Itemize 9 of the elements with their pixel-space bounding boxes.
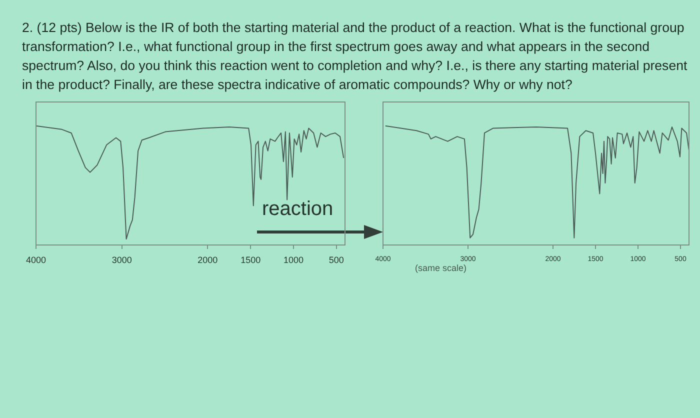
- x-tick-label: 3000: [112, 254, 132, 265]
- x-tick-label: 500: [328, 254, 344, 265]
- x-tick-label: 2000: [198, 254, 218, 265]
- x-tick-label: 1500: [240, 254, 261, 265]
- chart-title: 2. (12 pts) Below is the IR of both the starting material and the product of a reaction. What is the functional group transformation? I.e., what functional group in the first spectrum goes away and what appears in the second spectrum? Also, do you think this reaction went to completion and why? I.e., is there any starting material present in the product? Finally, are these spectra indicative of aromatic compounds? Why or why not?: [22, 19, 688, 94]
- x-tick-label: 4000: [26, 254, 46, 265]
- text: (same scale): [415, 263, 467, 273]
- annotation: reaction: [262, 198, 334, 221]
- x-tick-label: 1000: [283, 254, 304, 265]
